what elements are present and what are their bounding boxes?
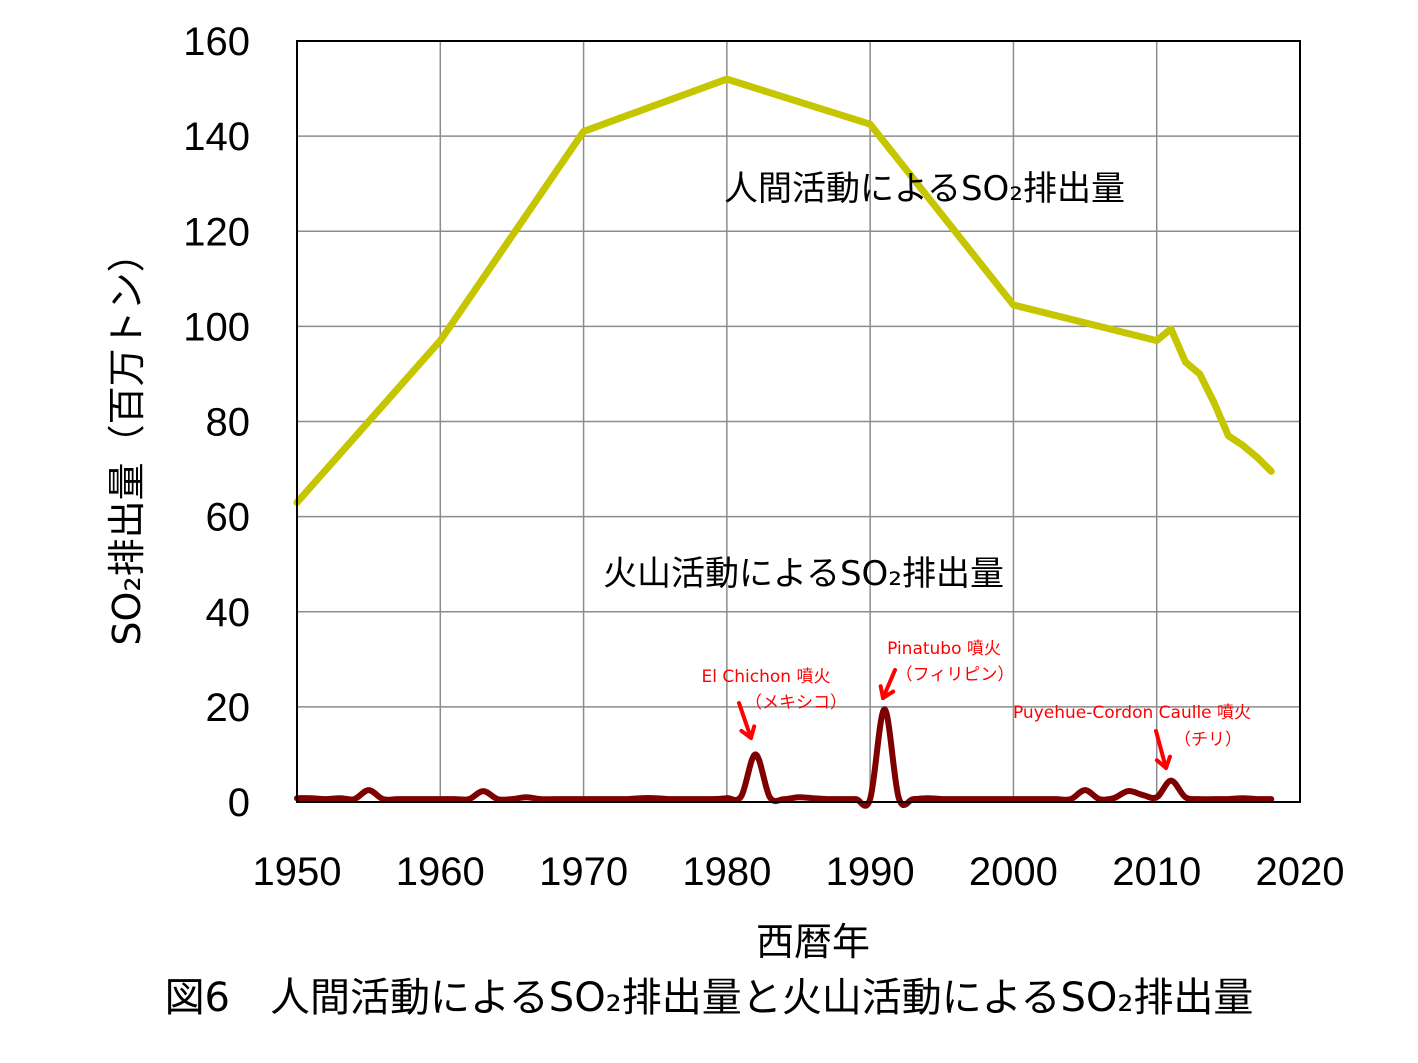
y-tick-label: 120 bbox=[183, 210, 250, 254]
series-label-volcanic: 火山活動によるSO₂排出量 bbox=[603, 554, 1004, 594]
annotation-el-chichon-line: （メキシコ） bbox=[745, 693, 847, 713]
annotation-el-chichon-arrowhead bbox=[739, 724, 757, 740]
annotation-el-chichon-line: El Chichon 噴火 bbox=[702, 667, 831, 687]
annotations: El Chichon 噴火 （メキシコ） Pinatubo 噴火 （フィリピン） Puy… bbox=[702, 639, 1251, 770]
annotation-el-chichon-arrow bbox=[737, 701, 753, 740]
x-tick-label: 1990 bbox=[826, 850, 915, 894]
x-tick-label: 2010 bbox=[1112, 850, 1201, 894]
annotation-puyehue-line: （チリ） bbox=[1174, 730, 1242, 750]
series-label-human: 人間活動によるSO₂排出量 bbox=[724, 169, 1125, 209]
y-tick-label: 60 bbox=[206, 496, 251, 540]
y-tick-label: 140 bbox=[183, 115, 250, 159]
series-line-volcanic bbox=[294, 706, 1275, 809]
y-tick-label: 0 bbox=[228, 781, 250, 825]
x-tick-label: 2020 bbox=[1256, 850, 1345, 894]
y-tick-label: 80 bbox=[206, 401, 251, 445]
y-axis-label: SO₂排出量（百万トン） bbox=[105, 234, 149, 645]
series-line-human bbox=[293, 75, 1275, 506]
annotation-puyehue-line: Puyehue-Cordon Caulle 噴火 bbox=[1013, 703, 1251, 723]
y-tick-label: 100 bbox=[183, 305, 250, 349]
x-tick-label: 1960 bbox=[396, 850, 485, 894]
x-tick-label: 1970 bbox=[539, 850, 628, 894]
y-tick-label: 40 bbox=[206, 591, 251, 635]
gridlines bbox=[296, 40, 1301, 803]
x-axis-label: 西暦年 bbox=[756, 920, 870, 964]
annotation-pinatubo-arrow bbox=[881, 668, 897, 700]
figure-caption: 図6 人間活動によるSO₂排出量と火山活動によるSO₂排出量 bbox=[164, 975, 1254, 1021]
x-tick-labels: 1950 1960 1970 1980 1990 2000 2010 2020 bbox=[253, 850, 1345, 894]
annotation-pinatubo-line: （フィリピン） bbox=[896, 665, 1015, 685]
x-tick-label: 1980 bbox=[682, 850, 771, 894]
annotation-puyehue-arrowhead bbox=[1154, 754, 1172, 770]
y-tick-label: 20 bbox=[206, 686, 251, 730]
x-tick-label: 2000 bbox=[969, 850, 1058, 894]
series-layer bbox=[293, 75, 1275, 809]
x-tick-label: 1950 bbox=[253, 850, 342, 894]
annotation-pinatubo-line: Pinatubo 噴火 bbox=[887, 639, 1001, 659]
y-tick-labels: 0 20 40 60 80 100 120 140 160 bbox=[183, 20, 250, 825]
plot-frame bbox=[296, 40, 1301, 803]
y-tick-label: 160 bbox=[183, 20, 250, 64]
annotation-pinatubo-arrowhead bbox=[878, 684, 896, 700]
annotation-puyehue-arrow bbox=[1154, 729, 1168, 770]
